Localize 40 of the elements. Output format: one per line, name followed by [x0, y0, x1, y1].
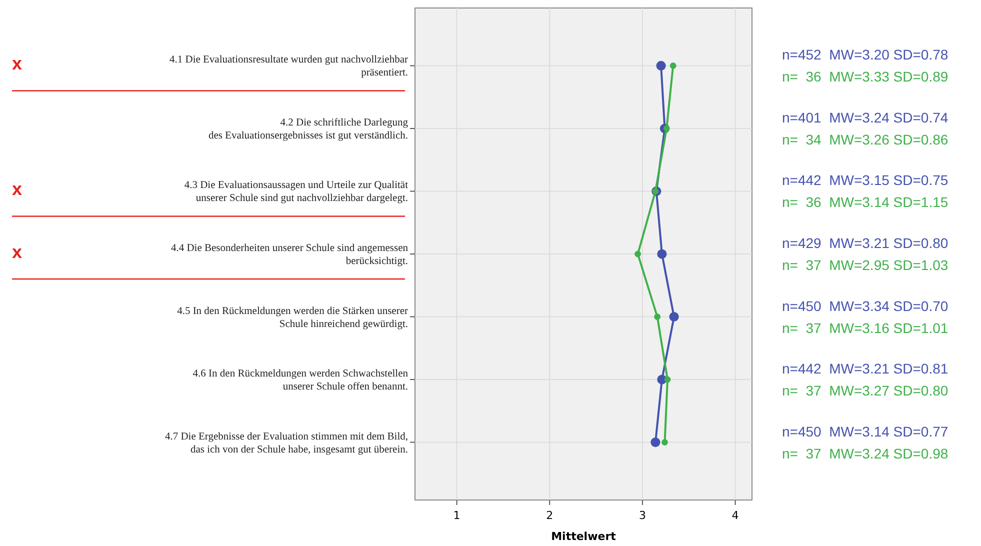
- text: n=452 MW=3.20 SD=0.78: [782, 46, 948, 63]
- y-tick-label: 4.1 Die Evaluationsresultate wurden gut nachvollziehbar präsentiert.: [169, 54, 408, 79]
- y-tick-label: 4.4 Die Besonderheiten unserer Schule sind angemessen berücksichtigt.: [170, 243, 409, 267]
- point: [670, 62, 676, 69]
- y-tick-label: 4.7 Die Ergebnisse der Evaluation stimmen mit dem Bild, das ich von der Schule habe, insgesamt gut überein.: [164, 431, 408, 456]
- y-tick-label: 4.3 Die Evaluationsaussagen und Urteile zur Qualität unserer Schule sind gut nachvollziehbar dargelegt.: [184, 180, 408, 204]
- x-tick-label: 4: [732, 509, 739, 522]
- point: [656, 60, 666, 71]
- text: n= 37 MW=3.16 SD=1.01: [782, 320, 948, 336]
- text: n= 37 MW=3.27 SD=0.80: [782, 382, 948, 399]
- text: n=401 MW=3.24 SD=0.74: [782, 109, 948, 126]
- point: [634, 250, 642, 258]
- text: x: [12, 242, 22, 262]
- text: n= 34 MW=3.26 SD=0.86: [782, 131, 948, 148]
- y-tick-label: 4.6 In den Rückmeldungen werden Schwachstellen unserer Schule offen benannt.: [192, 368, 409, 393]
- text: n=450 MW=3.34 SD=0.70: [782, 298, 948, 314]
- y-tick-label: 4.2 Die schriftliche Darlegung des Evaluationsergebnisses ist gut verständlich.: [208, 117, 409, 142]
- point: [663, 125, 670, 132]
- y-tick-label: 4.5 In den Rückmeldungen werden die Stärken unserer Schule hinreichend gewürdigt.: [177, 306, 408, 330]
- text: n=429 MW=3.21 SD=0.80: [782, 235, 948, 251]
- point: [669, 312, 679, 322]
- text: n=442 MW=3.15 SD=0.75: [782, 172, 948, 188]
- text: n= 37 MW=2.95 SD=1.03: [782, 257, 948, 273]
- point: [652, 188, 659, 194]
- text: n= 37 MW=3.24 SD=0.98: [782, 445, 948, 462]
- x-tick-label: 3: [638, 509, 646, 522]
- x-tick-label: 1: [453, 509, 460, 522]
- x-tick-label: 2: [546, 509, 554, 522]
- text: x: [12, 54, 22, 74]
- point: [662, 439, 668, 446]
- text: n=442 MW=3.21 SD=0.81: [782, 360, 948, 377]
- point: [657, 249, 667, 259]
- point: [654, 314, 661, 320]
- text: n=450 MW=3.14 SD=0.77: [782, 423, 948, 440]
- point: [650, 437, 660, 448]
- text: n= 36 MW=3.33 SD=0.89: [782, 68, 948, 85]
- text: x: [12, 179, 22, 200]
- x-axis-title: Mittelwert: [551, 530, 616, 543]
- point: [664, 376, 671, 383]
- text: n= 36 MW=3.14 SD=1.15: [782, 194, 948, 210]
